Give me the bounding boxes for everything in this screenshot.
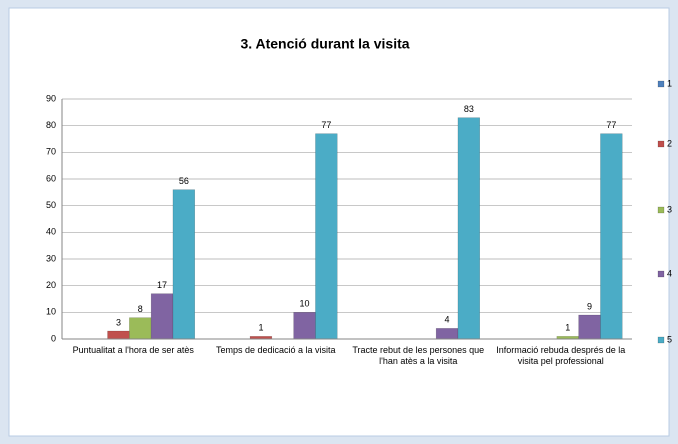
y-tick-label: 30 (46, 253, 56, 263)
y-tick-label: 60 (46, 173, 56, 183)
bar (107, 330, 130, 340)
value-label: 56 (179, 176, 189, 186)
legend-label: 1 (667, 78, 672, 88)
legend-label: 2 (667, 138, 672, 148)
y-tick-label: 80 (46, 120, 56, 130)
legend-swatch (657, 206, 665, 214)
value-label: 10 (300, 299, 310, 309)
value-label: 83 (464, 104, 474, 114)
chart-title: 3. Atenció durant la visita (240, 36, 409, 52)
value-label: 77 (321, 120, 331, 130)
x-tick-label-box: Informació rebuda després de la visita p… (496, 345, 626, 366)
y-tick-label: 90 (46, 93, 56, 103)
x-tick-label-box: Temps de dedicació a la visita (215, 345, 336, 355)
bar (129, 317, 152, 340)
y-tick-label: 50 (46, 200, 56, 210)
bar (315, 133, 338, 340)
y-tick-label: 20 (46, 280, 56, 290)
y-tick-label: 70 (46, 147, 56, 157)
chart-area (8, 7, 670, 437)
value-label: 4 (445, 315, 450, 325)
value-label: 1 (565, 323, 570, 333)
bar (172, 189, 195, 340)
value-label: 1 (258, 323, 263, 333)
x-tick-label-box: Puntualitat a l'hora de ser atès (72, 345, 194, 355)
legend-label: 3 (667, 204, 672, 214)
value-label: 3 (116, 317, 121, 327)
value-label: 77 (606, 120, 616, 130)
value-label: 8 (138, 304, 143, 314)
legend-swatch (657, 140, 665, 148)
bar (600, 133, 623, 340)
bar (435, 328, 459, 340)
legend-label: 5 (667, 334, 672, 344)
x-tick-label: Puntualitat a l'hora de ser atès (72, 345, 194, 355)
y-tick-label: 40 (46, 227, 56, 237)
x-tick-label: Temps de dedicació a la visita (215, 345, 336, 355)
legend-swatch (657, 80, 665, 88)
legend-swatch (657, 270, 665, 278)
bar (150, 293, 174, 340)
x-tick-label: Informació rebuda després de la visita p… (496, 345, 626, 366)
x-tick-label: Tracte rebut de les persones que l'han a… (352, 345, 485, 366)
bar (293, 312, 316, 340)
value-label: 9 (587, 301, 592, 311)
y-tick-label: 0 (51, 333, 56, 343)
bar (578, 314, 601, 340)
x-tick-label-box: Tracte rebut de les persones que l'han a… (352, 345, 485, 366)
y-tick-label: 10 (46, 307, 56, 317)
legend-swatch (657, 336, 665, 344)
value-label: 17 (157, 280, 167, 290)
legend-label: 4 (667, 268, 672, 278)
bar (457, 117, 481, 340)
